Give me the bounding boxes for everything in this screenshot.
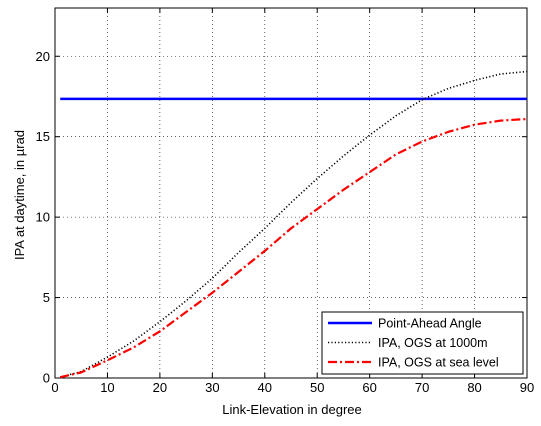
series-lines [59,70,528,379]
x-tick-label: 40 [258,380,272,395]
legend: Point-Ahead Angle IPA, OGS at 1000m IPA, O… [321,311,524,375]
x-tick-label: 0 [51,380,58,395]
y-tick-label: 20 [36,49,50,64]
legend-label-1: Point-Ahead Angle [378,317,482,331]
x-tick-label: 60 [362,380,376,395]
series-line-2 [60,70,528,378]
x-tick-label: 90 [520,380,534,395]
axes: 0 10 20 30 40 50 60 70 80 90 0 5 10 15 20 [36,7,534,395]
y-tick-label: 5 [43,290,50,305]
y-tick-label: 10 [36,210,50,225]
y-axis-label: IPA at daytime, in µrad [12,130,27,260]
legend-label-2: IPA, OGS at 1000m [378,336,488,350]
legend-label-3: IPA, OGS at sea level [378,356,499,370]
x-tick-label: 70 [415,380,429,395]
x-tick-label: 20 [153,380,167,395]
y-tick-label: 15 [36,129,50,144]
x-axis-label: Link-Elevation in degree [222,402,361,417]
x-tick-label: 50 [310,380,324,395]
x-tick-label: 80 [467,380,481,395]
grid [55,8,527,378]
x-tick-label: 10 [100,380,114,395]
y-tick-label: 0 [43,371,50,386]
series-line-3 [59,117,528,379]
x-tick-label: 30 [205,380,219,395]
plot-frame [54,7,528,379]
